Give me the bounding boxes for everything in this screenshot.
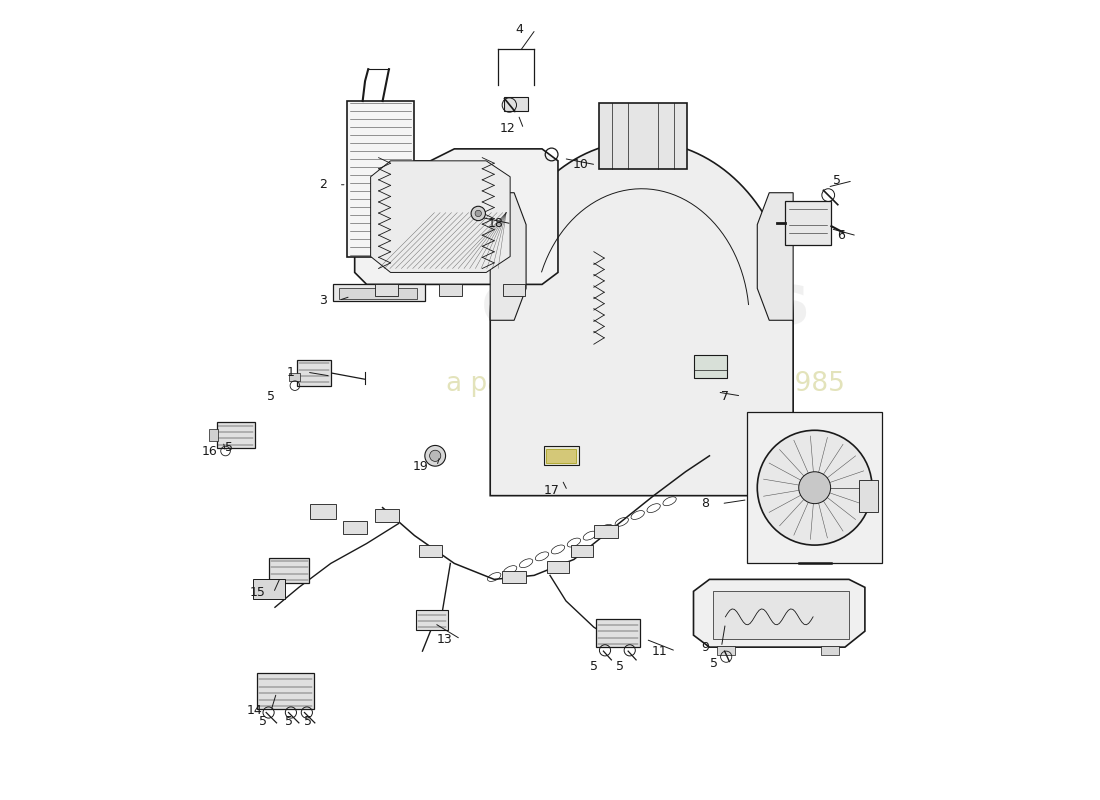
Bar — [297, 360, 331, 386]
Text: 6: 6 — [837, 230, 845, 242]
Bar — [600, 103, 688, 169]
Bar — [375, 510, 398, 522]
Circle shape — [475, 210, 482, 217]
Polygon shape — [757, 193, 793, 320]
Polygon shape — [354, 149, 558, 285]
Text: 5: 5 — [616, 660, 624, 673]
Bar — [270, 558, 309, 583]
Text: 2: 2 — [319, 178, 327, 191]
Text: 8: 8 — [702, 497, 710, 510]
Text: 7: 7 — [722, 390, 729, 402]
Text: 5: 5 — [833, 174, 842, 187]
Bar — [256, 673, 314, 710]
Bar — [504, 97, 528, 111]
Text: 5: 5 — [224, 442, 233, 454]
Bar — [543, 446, 580, 466]
Text: 1: 1 — [287, 366, 295, 378]
Text: 13: 13 — [437, 633, 452, 646]
Text: 16: 16 — [201, 446, 218, 458]
Text: 14: 14 — [248, 705, 263, 718]
Bar — [693, 355, 727, 378]
Polygon shape — [491, 193, 526, 320]
Circle shape — [799, 472, 830, 504]
Bar — [253, 579, 285, 599]
Bar — [503, 570, 526, 583]
Bar — [343, 521, 366, 534]
Circle shape — [425, 446, 446, 466]
Bar — [416, 610, 448, 630]
Text: 5: 5 — [285, 714, 294, 728]
Bar — [439, 284, 462, 296]
Text: 4: 4 — [516, 22, 524, 36]
Text: a passion for parts since 1985: a passion for parts since 1985 — [447, 371, 845, 397]
Bar — [419, 546, 441, 558]
Bar — [596, 619, 640, 647]
Bar — [339, 288, 417, 298]
Bar — [858, 480, 879, 512]
Text: 5: 5 — [305, 714, 312, 728]
Bar — [785, 201, 832, 245]
Bar — [714, 591, 849, 639]
Text: 5: 5 — [258, 714, 267, 728]
Text: 5: 5 — [590, 660, 597, 673]
Bar — [821, 646, 838, 655]
Bar — [571, 546, 593, 558]
Bar — [288, 373, 299, 381]
Bar — [717, 646, 735, 655]
Text: 5: 5 — [711, 657, 718, 670]
Text: 11: 11 — [652, 645, 668, 658]
Circle shape — [471, 206, 485, 221]
Bar — [594, 525, 618, 538]
Bar — [747, 412, 882, 563]
Text: 18: 18 — [488, 218, 504, 230]
Bar — [310, 505, 336, 518]
Bar — [217, 422, 255, 448]
Bar — [333, 284, 425, 301]
Circle shape — [757, 430, 872, 545]
Polygon shape — [371, 161, 510, 273]
Text: 19: 19 — [412, 460, 429, 473]
Circle shape — [430, 450, 441, 462]
Text: 15: 15 — [250, 586, 265, 599]
Bar — [546, 449, 576, 463]
Text: europes: europes — [481, 270, 811, 339]
Bar — [346, 101, 415, 257]
Text: 5: 5 — [267, 390, 275, 402]
Text: 10: 10 — [572, 158, 588, 171]
Bar — [547, 562, 569, 574]
Bar — [503, 284, 526, 296]
Text: 9: 9 — [702, 641, 710, 654]
Bar — [209, 429, 219, 442]
Polygon shape — [491, 141, 793, 496]
Text: 3: 3 — [319, 294, 327, 307]
Text: 17: 17 — [543, 484, 560, 498]
Text: 12: 12 — [499, 122, 516, 135]
Polygon shape — [693, 579, 865, 647]
Bar — [375, 284, 398, 296]
